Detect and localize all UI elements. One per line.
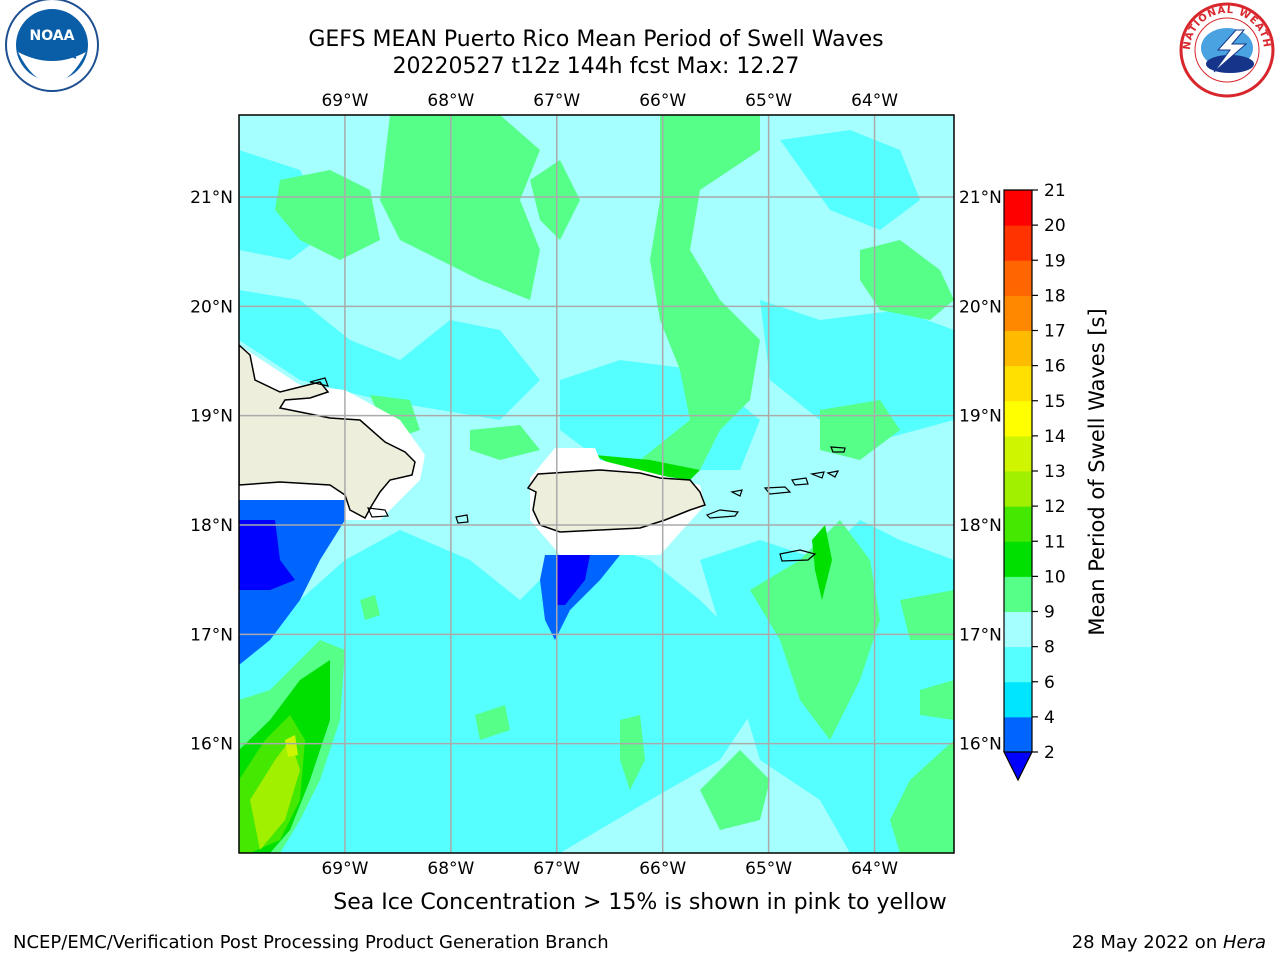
lat-tick-left: 20°N (190, 297, 233, 317)
lon-tick-bottom: 64°W (851, 859, 898, 879)
colorbar-segment (1004, 646, 1032, 683)
lat-tick-left: 19°N (190, 407, 233, 427)
colorbar-tick-label: 17 (1044, 322, 1066, 342)
colorbar-segment (1004, 611, 1032, 648)
colorbar-tick-label: 4 (1044, 708, 1055, 728)
lon-tick-top: 67°W (533, 91, 580, 111)
colorbar-segment (1004, 225, 1032, 261)
colorbar-tick-label: 15 (1044, 392, 1066, 412)
colorbar-segment (1004, 330, 1032, 367)
colorbar-tick-label: 14 (1044, 427, 1066, 447)
colorbar-tick-label: 10 (1044, 567, 1066, 587)
lon-tick-bottom: 66°W (639, 859, 686, 879)
colorbar-segment (1004, 576, 1032, 612)
colorbar-segment (1004, 716, 1032, 753)
colorbar-segment (1004, 190, 1032, 226)
lat-tick-left: 18°N (190, 516, 233, 536)
footer-credit: NCEP/EMC/Verification Post Processing Pr… (13, 932, 609, 953)
colorbar-tick-label: 9 (1044, 603, 1055, 623)
lat-tick-right: 21°N (959, 188, 1002, 208)
colorbar-label: Mean Period of Swell Waves [s] (1085, 308, 1109, 635)
map-gridlines (239, 115, 954, 853)
lon-tick-top: 65°W (745, 91, 792, 111)
lat-tick-right: 16°N (959, 735, 1002, 755)
lon-tick-bottom: 67°W (533, 859, 580, 879)
hispaniola-land (239, 343, 416, 520)
colorbar-tick-label: 6 (1044, 673, 1055, 693)
footer-machine: Hera (1222, 932, 1266, 953)
lat-tick-left: 21°N (190, 188, 233, 208)
nws-logo-text: NATIONAL WEATHER SERVICE (0, 0, 1272, 50)
colorbar-segment (1004, 365, 1032, 402)
colorbar-tick-label: 21 (1044, 181, 1066, 201)
lon-tick-top: 69°W (321, 91, 368, 111)
lon-tick-bottom: 69°W (321, 859, 368, 879)
colorbar-tick-label: 11 (1044, 532, 1066, 552)
colorbar-tick-label: 2 (1044, 743, 1055, 763)
lat-tick-right: 17°N (959, 625, 1002, 645)
colorbar-segment (1004, 471, 1032, 507)
noaa-logo: NOAA (5, 0, 99, 92)
colorbar-segment (1004, 295, 1032, 331)
lat-tick-left: 16°N (190, 735, 233, 755)
lat-tick-right: 20°N (959, 297, 1002, 317)
colorbar-segment (1004, 260, 1032, 296)
map-frame (238, 114, 955, 854)
colorbar-segment (1004, 435, 1032, 472)
colorbar-tick-label: 16 (1044, 357, 1066, 377)
colorbar-under-arrow (1003, 751, 1033, 782)
lat-tick-right: 18°N (959, 516, 1002, 536)
lat-tick-left: 17°N (190, 625, 233, 645)
sea-ice-caption: Sea Ice Concentration > 15% is shown in … (333, 890, 947, 915)
latitude-tick-labels: 21°N 21°N 20°N 20°N 19°N 19°N 18°N 18°N 17°N 17°N… (190, 188, 1002, 755)
colorbar: 2 4 6 8 9 10 11 12 13 14 15 16 17 18 19 20 21 (1003, 181, 1066, 782)
footer-date: 28 May 2022 on Hera (1072, 932, 1266, 953)
chart-title-line-1: GEFS MEAN Puerto Rico Mean Period of Swe… (308, 27, 884, 52)
footer-date-text: 28 May 2022 on (1071, 932, 1223, 953)
colorbar-tick-label: 18 (1044, 286, 1066, 306)
lon-tick-bottom: 68°W (427, 859, 474, 879)
nws-logo: NATIONAL WEATHER SERVICE (0, 0, 1275, 98)
colorbar-segment (1004, 541, 1032, 577)
colorbar-tick-label: 8 (1044, 638, 1055, 658)
colorbar-tick-label: 13 (1044, 462, 1066, 482)
colorbar-tick-label: 19 (1044, 251, 1066, 271)
lon-tick-top: 66°W (639, 91, 686, 111)
colorbar-tick-label: 20 (1044, 216, 1066, 236)
colorbar-segment (1004, 506, 1032, 542)
lat-tick-right: 19°N (959, 407, 1002, 427)
chart-title-line-2: 20220527 t12z 144h fcst Max: 12.27 (392, 54, 800, 79)
colorbar-segment (1004, 681, 1032, 718)
colorbar-tick-label: 12 (1044, 497, 1066, 517)
puerto-rico-land (526, 469, 706, 533)
longitude-tick-labels: 69°W 69°W 68°W 68°W 67°W 67°W 66°W 66°W 65°W 65°W… (321, 91, 898, 879)
swell-period-field (239, 115, 954, 853)
lon-tick-top: 68°W (427, 91, 474, 111)
noaa-logo-text: NOAA (30, 28, 75, 44)
lon-tick-top: 64°W (851, 91, 898, 111)
lon-tick-bottom: 65°W (745, 859, 792, 879)
colorbar-segment (1004, 400, 1032, 437)
